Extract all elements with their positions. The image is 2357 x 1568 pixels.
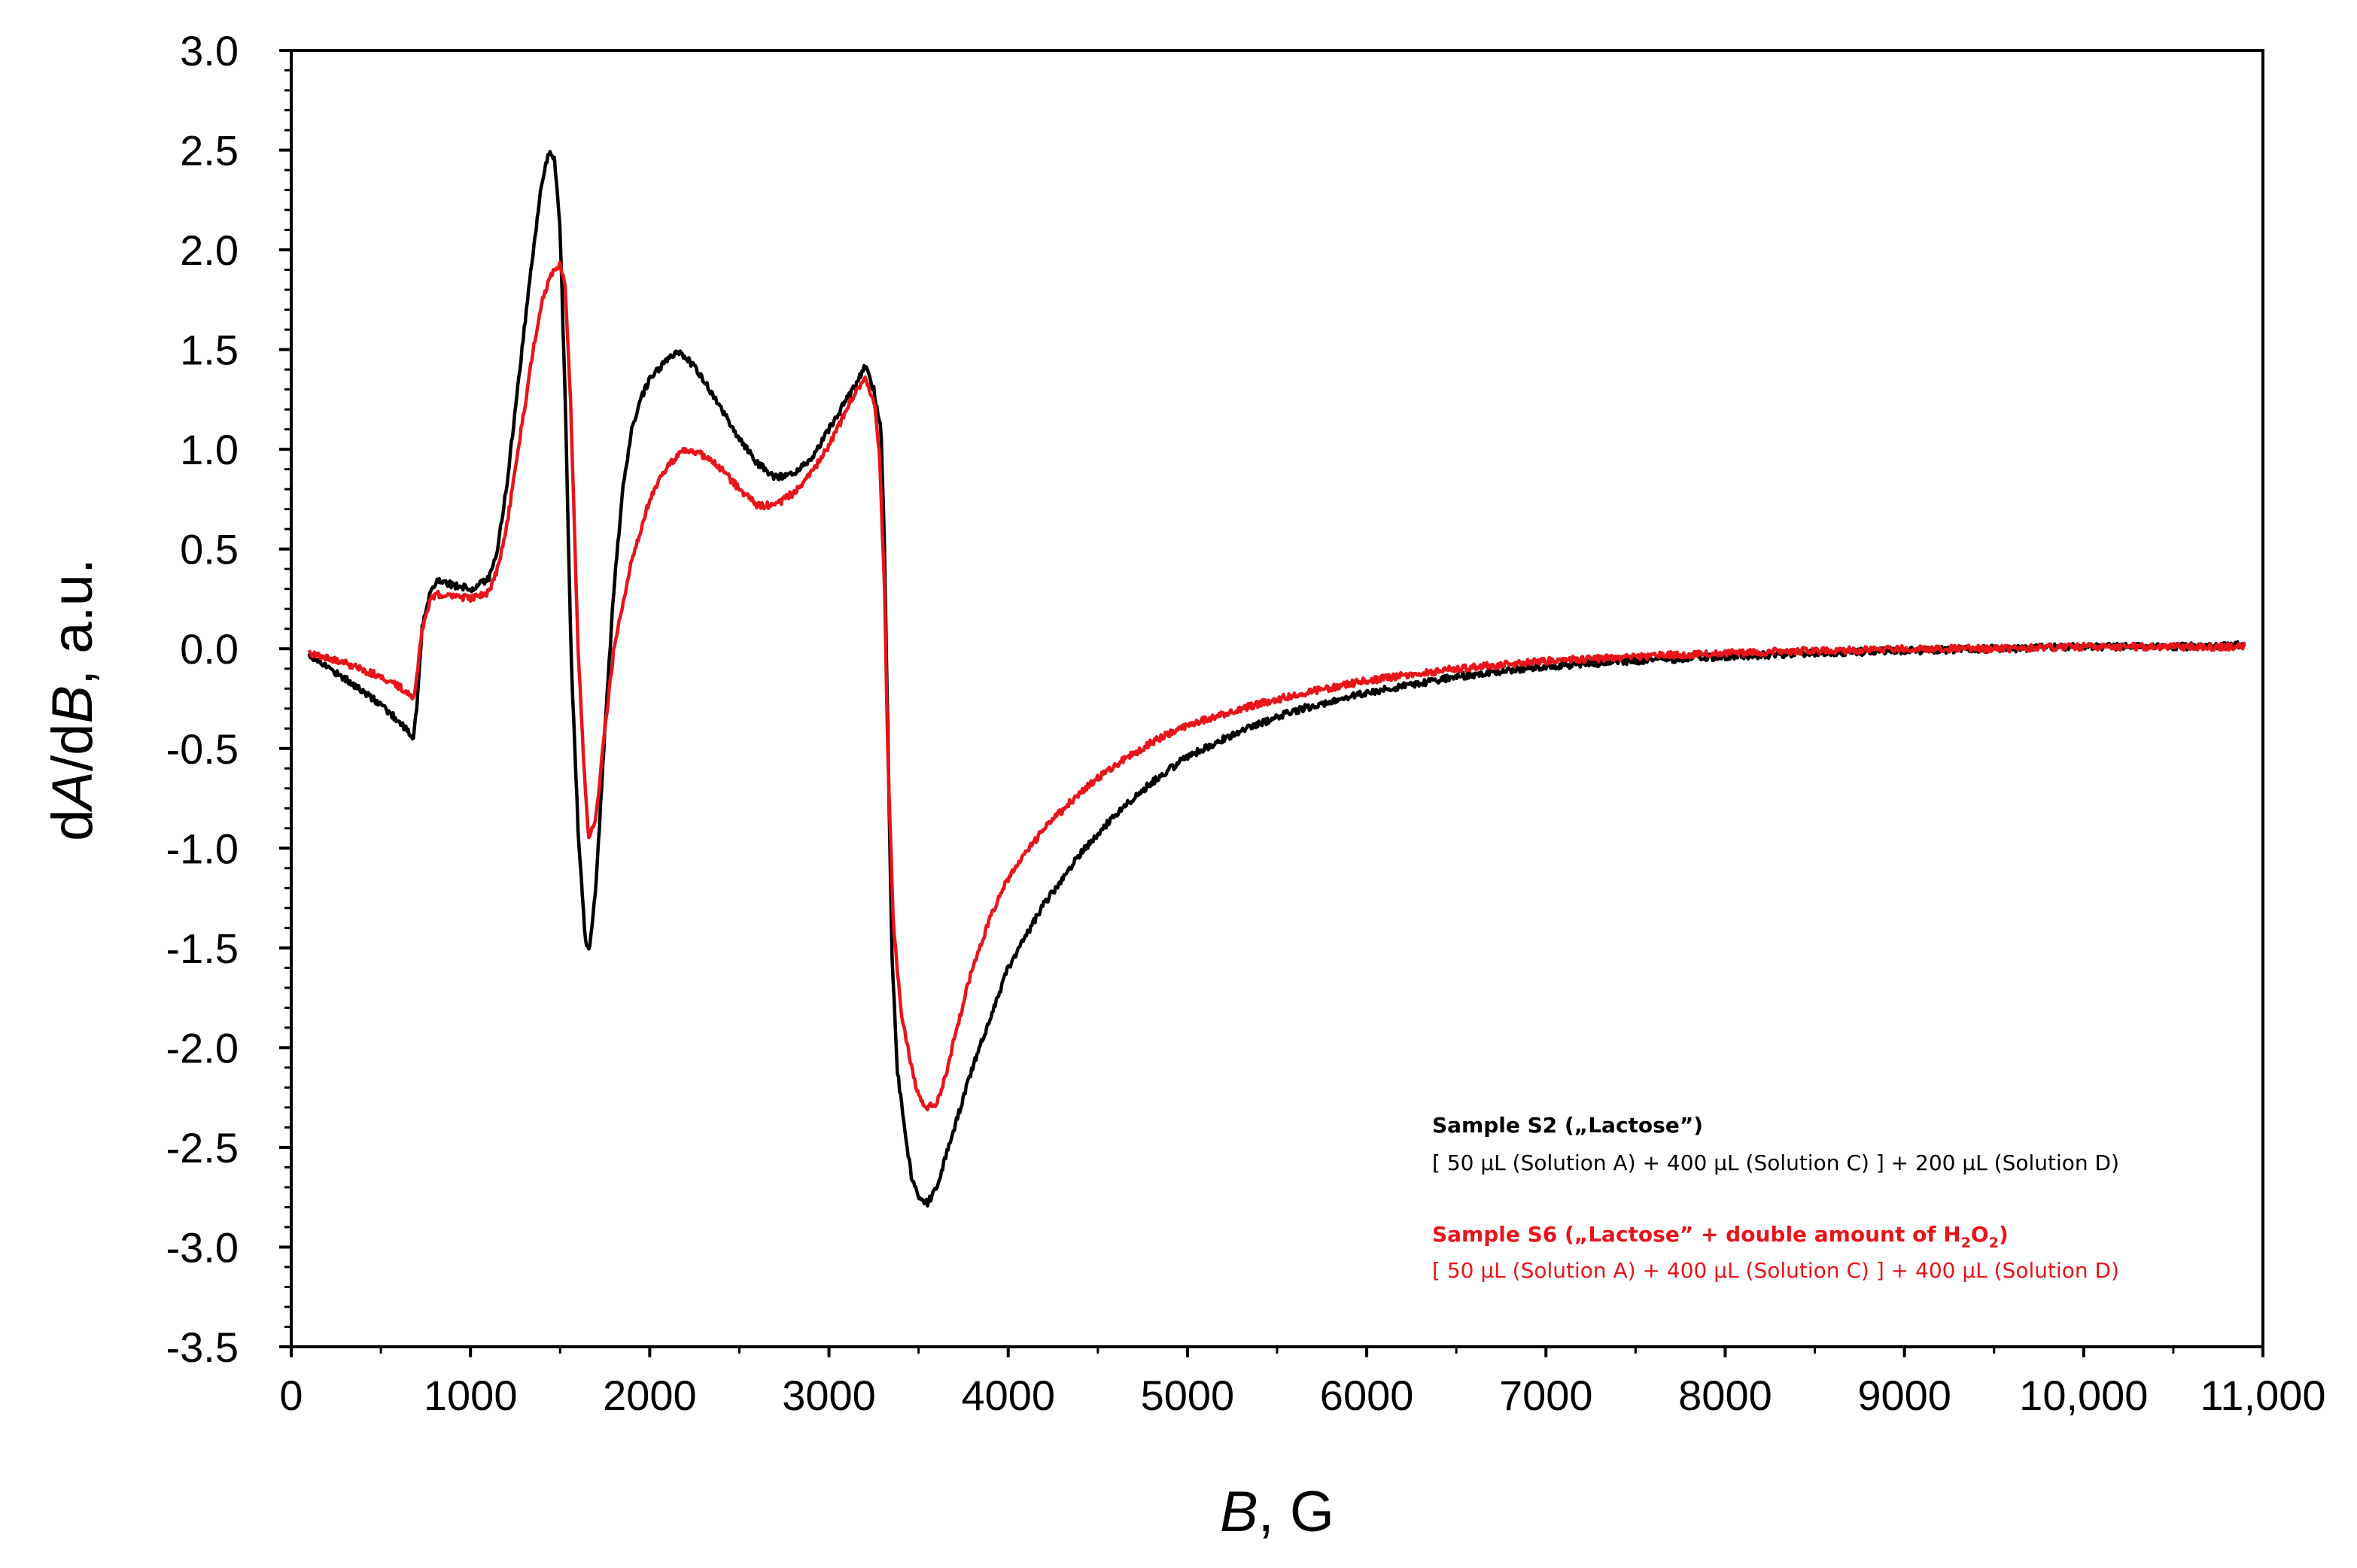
y-tick-label: -2.5	[166, 1124, 239, 1171]
x-tick-label: 8000	[1678, 1372, 1772, 1419]
y-tick-labels: 3.0 2.5 2.0 1.5 1.0 0.5 0.0 -0.5 -1.0 -1.5 -2.0 -2.…	[166, 27, 239, 1371]
x-tick-label: 10,000	[2019, 1372, 2148, 1419]
y-tick-label: -1.5	[166, 925, 239, 972]
plot-frame	[290, 49, 2264, 1348]
legend-s6-title-main: Sample S6 („Lactose” + double amount of …	[1432, 1222, 1961, 1247]
y-tick-label: -3.0	[166, 1223, 239, 1271]
y-tick-label: 2.5	[180, 127, 239, 175]
y-axis-title-slash: /d	[41, 724, 105, 771]
y-axis-title-a: A	[41, 771, 105, 813]
series-line-s6	[307, 260, 2246, 1112]
y-axis-title-units: , a.u.	[41, 558, 105, 685]
x-tick-label: 1000	[424, 1372, 518, 1419]
series-layer	[307, 150, 2246, 1208]
legend-s2-description: [ 50 μL (Solution A) + 400 μL (Solution …	[1432, 1150, 2119, 1175]
x-tick-label: 0	[279, 1372, 303, 1419]
legend-s6-sub1: 2	[1961, 1235, 1971, 1251]
x-tick-label: 11,000	[2200, 1372, 2325, 1419]
y-tick-label: 1.0	[180, 426, 239, 473]
x-tick-label: 4000	[961, 1372, 1055, 1419]
y-tick-label: 3.0	[180, 27, 239, 74]
x-axis-title-units: , G	[1258, 1480, 1334, 1544]
x-axis-title: B, G	[1220, 1480, 1334, 1544]
x-tick-label: 3000	[782, 1372, 876, 1419]
legend-s6-description: [ 50 μL (Solution A) + 400 μL (Solution …	[1432, 1258, 2119, 1283]
x-tick-label: 9000	[1857, 1372, 1951, 1419]
x-tick-label: 6000	[1320, 1372, 1414, 1419]
y-tick-label: -2.0	[166, 1024, 239, 1071]
y-tick-label: 0.0	[180, 625, 239, 673]
y-tick-label: -1.0	[166, 825, 239, 872]
y-tick-label: -3.5	[166, 1323, 239, 1371]
y-tick-label: -0.5	[166, 725, 239, 773]
x-tick-label: 2000	[603, 1372, 697, 1419]
y-axis-title-d: d	[41, 810, 105, 841]
legend-s6-close: )	[1999, 1222, 2009, 1247]
x-axis-title-b: B	[1220, 1480, 1258, 1544]
y-axis-title: dA/dB, a.u.	[41, 558, 105, 841]
y-axis-title-b: B	[41, 685, 105, 724]
y-tick-label: 0.5	[180, 526, 239, 573]
series-line-s2	[307, 150, 2246, 1208]
y-tick-label: 2.0	[180, 226, 239, 274]
legend-s6-sub2: 2	[1989, 1235, 1999, 1251]
x-tick-label: 7000	[1499, 1372, 1593, 1419]
legend-s2-title: Sample S2 („Lactose”)	[1432, 1113, 1703, 1138]
x-tick-label: 5000	[1141, 1372, 1235, 1419]
x-tick-labels: 0 1000 2000 3000 4000 5000 6000 7000 8000 9000 10,…	[279, 1372, 2325, 1419]
legend-s6-title: Sample S6 („Lactose” + double amount of …	[1432, 1222, 2009, 1251]
legend-s6-o: O	[1971, 1222, 1989, 1247]
legend: Sample S2 („Lactose”) [ 50 μL (Solution …	[1432, 1113, 2119, 1283]
y-tick-label: 1.5	[180, 327, 239, 374]
